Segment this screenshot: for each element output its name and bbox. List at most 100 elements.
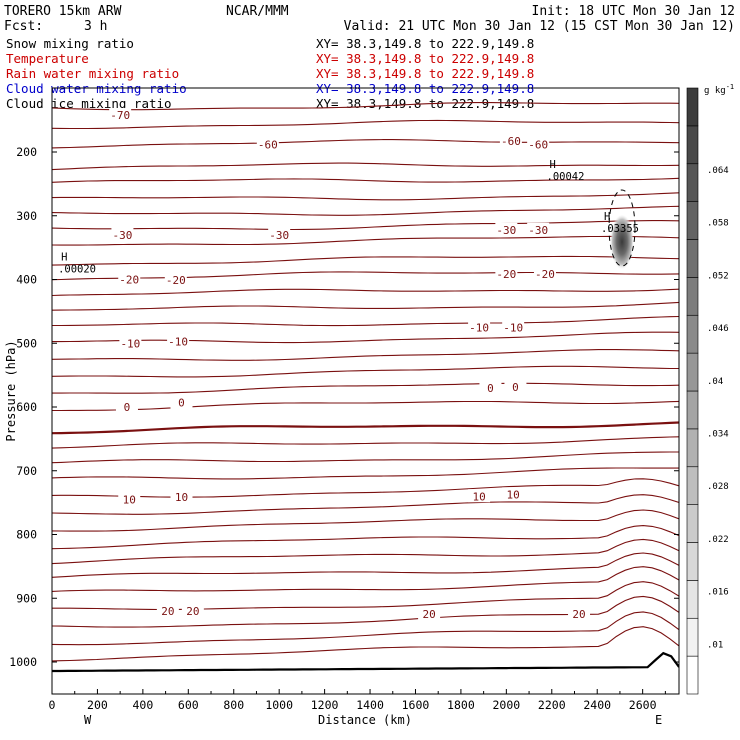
temperature-label: -20: [166, 274, 186, 287]
label-knockout: [268, 227, 291, 241]
valid-time: Valid: 21 UTC Mon 30 Jan 12 (15 CST Mon …: [344, 19, 735, 34]
label-knockout: [109, 108, 132, 122]
temperature-contour-line: [52, 509, 679, 532]
temperature-contour-line: [52, 611, 679, 646]
field-name: Temperature: [6, 51, 89, 66]
colorbar-cell: [686, 87, 699, 127]
x-axis: 0 200 400 600 800 1000 1200 1400 1600 1800 2000 220…: [49, 689, 666, 712]
label-knockout: [527, 137, 550, 151]
west-label: W: [84, 713, 92, 727]
field-name: Snow mixing ratio: [6, 36, 134, 51]
temperature-label: 10: [507, 488, 520, 501]
temperature-label: -10: [503, 321, 523, 334]
field-xy: XY= 38.3,149.8 to 222.9,149.8: [316, 36, 534, 51]
y-axis-label: Pressure (hPa): [4, 340, 18, 441]
label-knockout: [468, 489, 491, 503]
cloud-ice-shading: [608, 189, 636, 271]
temperature-contour-line: [52, 436, 679, 449]
temperature-label: 20: [186, 605, 199, 618]
temperature-contour-line: [52, 581, 679, 611]
colorbar-cell: [686, 466, 699, 505]
temperature-label: -20: [535, 268, 555, 281]
center-title: NCAR/MMM: [226, 4, 289, 19]
colorbar-tick-label: .046: [707, 324, 729, 334]
fcst-value: 3 h: [84, 19, 107, 34]
temperature-contour-line: [52, 315, 679, 327]
extremum-value: .00042: [547, 171, 585, 183]
temperature-label: 0: [487, 382, 494, 395]
temperature-label: 10: [123, 493, 136, 506]
colorbar-cell: [686, 580, 699, 619]
colorbar-cell: [686, 239, 699, 278]
label-knockout: [502, 320, 525, 334]
fcst-label: Fcst:: [4, 19, 43, 34]
label-knockout: [156, 604, 179, 617]
plot-frame: [51, 87, 680, 695]
colorbar-tick-label: .058: [707, 219, 729, 229]
colorbar-cell: [686, 428, 699, 468]
temperature-label: 0: [124, 401, 131, 414]
temperature-label: -60: [258, 138, 278, 151]
temperature-contour-line: [52, 235, 679, 246]
colorbar-tick-label: .034: [707, 430, 729, 440]
colorbar-cell: [686, 655, 699, 695]
field-legend: Snow mixing ratio XY= 38.3,149.8 to 222.…: [6, 36, 534, 111]
temperature-contour-line: [52, 271, 679, 281]
temperature-label: -30: [269, 229, 289, 242]
cloud-ice-dashed-contour: [608, 189, 636, 267]
label-knockout: [170, 489, 193, 503]
y-tick-label: 600: [16, 400, 37, 414]
colorbar-cell: [686, 352, 699, 392]
colorbar-unit: g kg-1: [704, 83, 734, 96]
temperature-contour-line: [52, 400, 679, 412]
temperature-contour-line: [52, 177, 679, 183]
colorbar-tick-label: .01: [707, 640, 723, 650]
x-tick-label: 1200: [311, 698, 339, 712]
temperature-contour-line: [52, 301, 679, 311]
label-knockout: [181, 604, 204, 617]
temperature-label: -20: [119, 274, 139, 287]
x-tick-label: 1800: [447, 698, 475, 712]
label-knockout: [533, 266, 556, 280]
east-label: E: [655, 713, 662, 727]
x-tick-label: 600: [178, 698, 199, 712]
colorbar-tick-label: .064: [707, 166, 729, 176]
temperature-contours: [52, 102, 679, 662]
extremum-value: .03355: [601, 223, 639, 235]
y-tick-label: 900: [16, 591, 37, 605]
extremum-mark: H: [550, 159, 556, 171]
x-tick-label: 1400: [356, 698, 384, 712]
temperature-contour-line: [52, 349, 679, 361]
temperature-label: -30: [528, 224, 548, 237]
model-title: TORERO 15km ARW: [4, 4, 122, 19]
x-axis-label: Distance (km): [318, 713, 412, 727]
label-knockout: [111, 227, 134, 241]
temperature-label: 20: [422, 608, 435, 621]
temperature-label: -30: [496, 224, 516, 237]
temperature-contour-line: [52, 192, 679, 201]
field-xy: XY= 38.3,149.8 to 222.9,149.8: [316, 66, 534, 81]
label-knockout: [164, 273, 187, 287]
temperature-contour-line: [52, 365, 679, 378]
colorbar-tick-label: .016: [707, 588, 729, 598]
extremum-value: .00020: [58, 263, 96, 275]
x-tick-label: 0: [49, 698, 56, 712]
header: TORERO 15km ARW NCAR/MMM Init: 18 UTC Mo…: [4, 4, 735, 34]
y-tick-label: 300: [16, 209, 37, 223]
label-knockout: [479, 380, 502, 394]
extremum-mark: H: [61, 251, 67, 263]
temperature-contour-line: [52, 205, 679, 216]
temperature-contour-line: [52, 220, 679, 231]
temperature-contour-line: [52, 525, 679, 550]
label-knockout: [568, 607, 591, 621]
label-knockout: [468, 320, 491, 334]
temperature-label: -10: [120, 337, 140, 350]
temperature-label: 10: [472, 490, 485, 503]
label-knockout: [527, 222, 550, 236]
x-tick-label: 2200: [538, 698, 566, 712]
x-tick-label: 2000: [492, 698, 520, 712]
y-tick-label: 800: [16, 528, 37, 542]
label-knockout: [499, 134, 522, 148]
colorbar-tick-label: .022: [707, 535, 729, 545]
